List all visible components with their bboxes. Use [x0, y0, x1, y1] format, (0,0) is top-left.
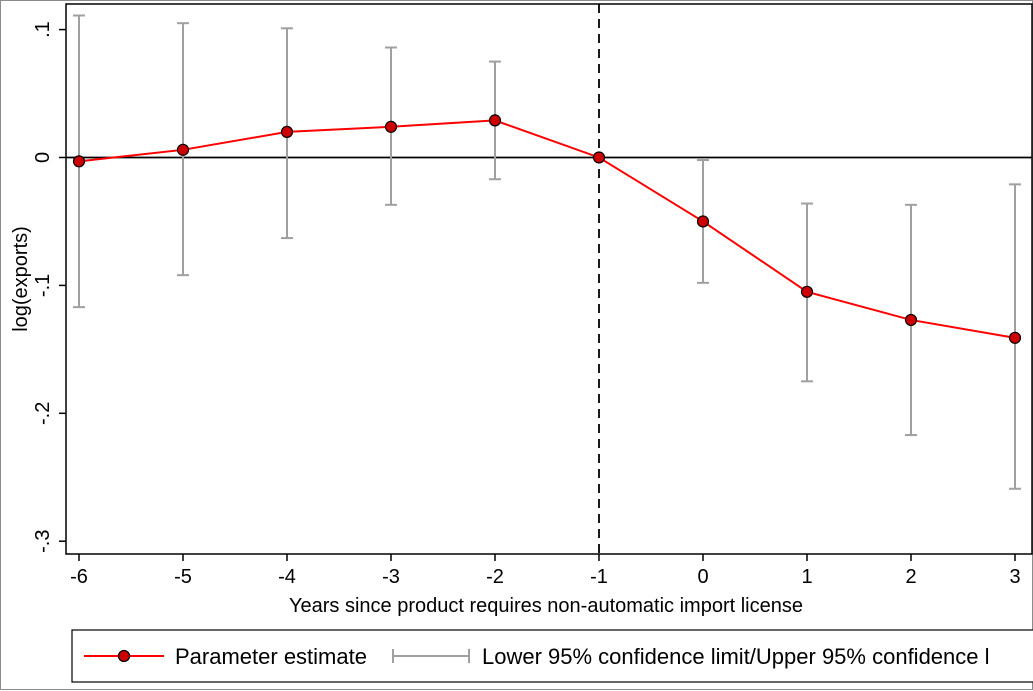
x-tick-label-5: -1	[590, 566, 608, 588]
x-tick-label-8: 2	[905, 566, 916, 588]
legend-ci-label: Lower 95% confidence limit/Upper 95% con…	[482, 644, 990, 669]
estimate-point-2	[904, 313, 918, 327]
x-tick-label-9: 3	[1009, 566, 1020, 588]
reference-lines	[66, 4, 1032, 554]
estimate-markers	[72, 114, 1022, 344]
estimate-point--6	[72, 155, 86, 168]
y-tick-label-3: -.2	[32, 402, 54, 425]
estimate-point--5	[176, 143, 190, 156]
x-axis-title: Years since product requires non-automat…	[289, 595, 803, 617]
estimate-series	[78, 119, 1016, 339]
plot-frame	[65, 3, 1033, 555]
legend-box	[71, 629, 1033, 683]
estimate-point--1	[592, 151, 606, 164]
legend-item-confidence: Lower 95% confidence limit/Upper 95% con…	[392, 644, 990, 669]
y-axis: .1 0 -.1 -.2 -.3	[32, 21, 66, 553]
x-tick-label-2: -4	[278, 566, 296, 588]
y-tick-label-2: -.1	[32, 274, 54, 297]
x-tick-label-3: -3	[382, 566, 400, 588]
x-tick-label-1: -5	[174, 566, 192, 588]
x-tick-label-7: 1	[801, 566, 812, 588]
legend-estimate-label: Parameter estimate	[175, 644, 367, 669]
estimate-point--3	[384, 120, 398, 133]
x-tick-label-6: 0	[697, 566, 708, 588]
estimate-point--4	[280, 125, 294, 139]
legend: Parameter estimate Lower 95% confidence …	[71, 629, 1033, 683]
x-axis: -6 -5 -4 -3 -2 -1 0 1 2 3	[70, 554, 1021, 588]
x-tick-label-0: -6	[70, 566, 88, 588]
y-axis-title: log(exports)	[10, 226, 32, 332]
estimate-point--2	[488, 114, 502, 127]
estimate-point-0	[696, 215, 710, 228]
y-tick-label-0: .1	[32, 21, 54, 38]
legend-estimate-marker-swatch	[117, 649, 131, 663]
y-tick-label-1: 0	[32, 152, 54, 163]
confidence-intervals	[73, 14, 1021, 490]
legend-item-estimate: Parameter estimate	[84, 644, 367, 669]
x-tick-label-4: -2	[486, 566, 504, 588]
estimate-point-1	[800, 285, 814, 298]
estimate-line	[78, 119, 1016, 339]
estimate-point-3	[1008, 331, 1022, 344]
y-tick-label-4: -.3	[32, 530, 54, 553]
